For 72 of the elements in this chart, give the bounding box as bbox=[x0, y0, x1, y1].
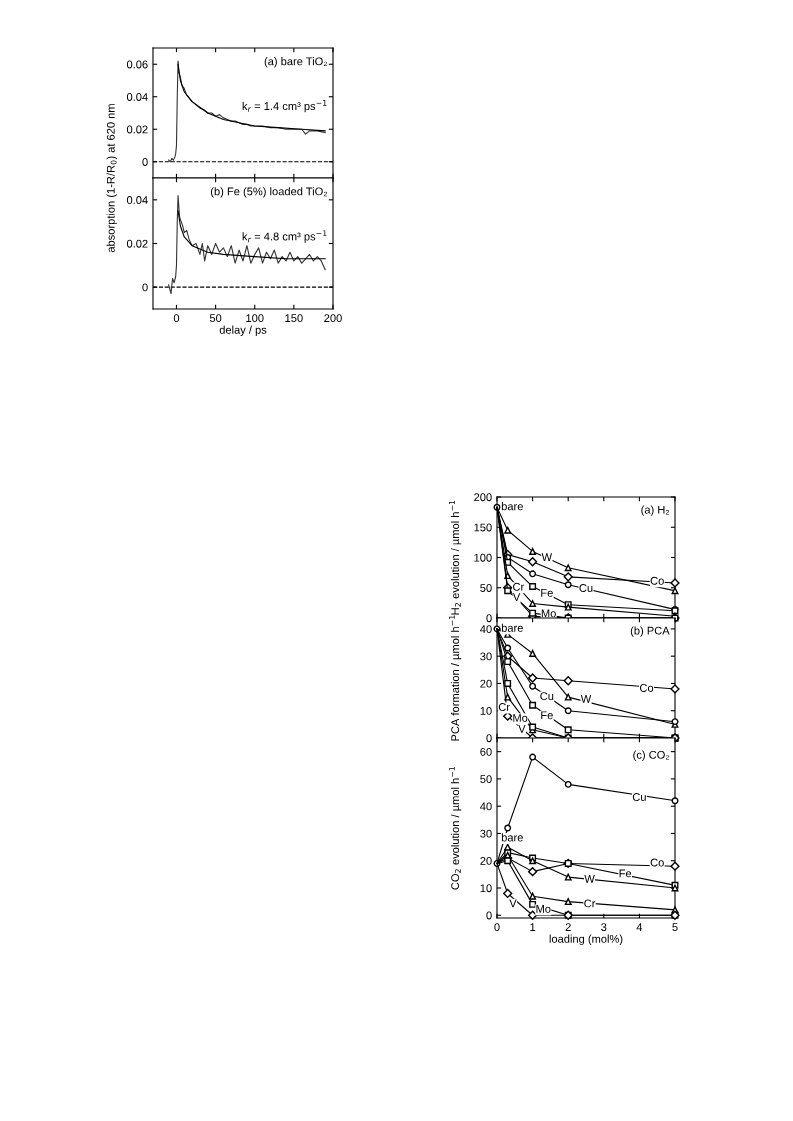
annotation: W bbox=[580, 695, 592, 703]
annotation: Co bbox=[650, 858, 664, 867]
y-tick-label: 0 bbox=[486, 734, 492, 743]
y-tick-label: 100 bbox=[474, 553, 492, 562]
annotation: (c) CO₂ bbox=[633, 750, 670, 761]
annotation: bare bbox=[501, 833, 523, 842]
annotation: Cr bbox=[584, 899, 596, 908]
y-axis-title: PCA formation / µmol h$^{−1}$ bbox=[449, 615, 462, 741]
y-tick-label: 30 bbox=[480, 829, 492, 838]
annotation: (b) Fe (5%) loaded TiO₂ bbox=[210, 187, 328, 198]
annotation: bare bbox=[501, 623, 523, 632]
y-tick-label: 20 bbox=[480, 679, 492, 688]
y-tick-label: 50 bbox=[480, 584, 492, 592]
y-tick-label: 0.04 bbox=[126, 196, 148, 204]
annotation: Cr bbox=[498, 703, 510, 711]
annotation: k$_{r}$ = 4.8 cm³ ps$^{−1}$ bbox=[242, 230, 327, 243]
y-tick-label: 30 bbox=[480, 652, 492, 661]
annotation: Fe bbox=[541, 711, 553, 720]
y-tick-label: 10 bbox=[480, 884, 492, 893]
y-tick-label: 50 bbox=[480, 775, 492, 784]
y-tick-label: 200 bbox=[474, 493, 492, 502]
x-tick-label: 3 bbox=[601, 923, 607, 932]
x-tick-label: 200 bbox=[324, 314, 342, 323]
x-axis-title: delay / ps bbox=[219, 325, 267, 336]
annotation: V bbox=[518, 725, 526, 733]
y-axis-title: H$_{2}$ evolution / µmol h$^{−1}$ bbox=[449, 500, 462, 615]
x-tick-label: 100 bbox=[246, 314, 264, 323]
y-tick-label: 0 bbox=[486, 911, 492, 920]
x-tick-label: 2 bbox=[565, 923, 571, 931]
x-tick-label: 5 bbox=[672, 923, 678, 932]
y-tick-label: 0.02 bbox=[126, 125, 148, 134]
x-axis-title: loading (mol%) bbox=[549, 934, 623, 945]
annotation: Co bbox=[650, 576, 664, 585]
y-tick-label: 150 bbox=[474, 523, 492, 532]
annotation: V bbox=[512, 593, 521, 601]
y-tick-label: 0.04 bbox=[126, 93, 148, 101]
y-tick-label: 0 bbox=[486, 614, 492, 623]
annotation: Cu bbox=[579, 584, 593, 592]
annotation: Mo bbox=[536, 905, 551, 913]
annotation: Co bbox=[639, 684, 654, 692]
annotation: Fe bbox=[541, 589, 553, 597]
annotation: (a) bare TiO₂ bbox=[264, 57, 328, 68]
y-axis-title: absorption (1-R/R$_{0}$) at 620 nm bbox=[106, 104, 117, 253]
y-tick-label: 0.02 bbox=[126, 239, 148, 248]
y-tick-label: 10 bbox=[480, 706, 492, 715]
annotation: Fe bbox=[619, 869, 632, 878]
y-tick-label: 0.06 bbox=[126, 60, 148, 69]
annotation: Mo bbox=[541, 609, 556, 618]
annotation: (b) PCA bbox=[630, 626, 670, 637]
y-tick-label: 20 bbox=[480, 856, 492, 865]
y-tick-label: 60 bbox=[480, 747, 492, 756]
annotation: W bbox=[584, 875, 595, 883]
annotation: Cu bbox=[632, 793, 646, 801]
y-tick-label: 40 bbox=[480, 625, 492, 634]
y-axis-title: CO$_{2}$ evolution / µmol h$^{−1}$ bbox=[449, 766, 462, 890]
annotation: Cu bbox=[540, 692, 554, 701]
annotation: (a) H₂ bbox=[641, 505, 670, 516]
y-tick-label: 40 bbox=[480, 802, 492, 811]
x-tick-label: 150 bbox=[285, 314, 303, 323]
annotation: bare bbox=[501, 502, 523, 511]
annotation: W bbox=[541, 553, 553, 561]
annotation: V bbox=[509, 899, 517, 908]
y-tick-label: 0 bbox=[142, 158, 148, 166]
x-tick-label: 0 bbox=[494, 923, 500, 932]
annotation: Mo bbox=[513, 714, 528, 722]
annotation: Cr bbox=[513, 582, 525, 591]
x-tick-label: 4 bbox=[636, 923, 643, 931]
x-tick-label: 0 bbox=[173, 314, 180, 323]
x-tick-label: 1 bbox=[530, 923, 536, 931]
x-tick-label: 50 bbox=[209, 314, 222, 323]
y-tick-label: 0 bbox=[142, 283, 148, 292]
annotation: k$_{r}$ = 1.4 cm³ ps$^{−1}$ bbox=[242, 100, 327, 113]
